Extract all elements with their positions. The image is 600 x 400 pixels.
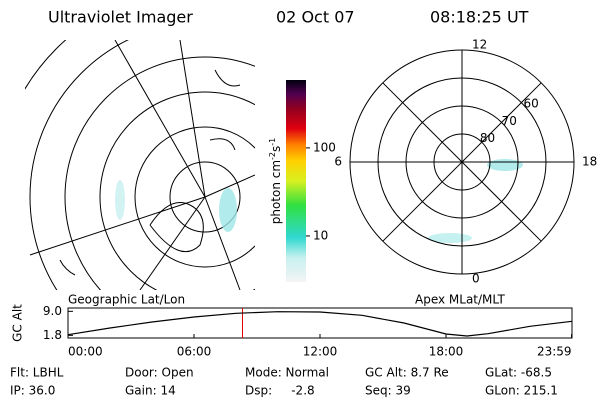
y-axis-label: GC Alt [11, 304, 25, 342]
status-field: Seq: 39 [365, 384, 411, 398]
colorbar-label: photon cm-2s-1 [268, 138, 283, 225]
date: 02 Oct 07 [276, 8, 355, 27]
y-tick-label: 9.0 [43, 304, 62, 318]
x-tick-label: 12:00 [303, 345, 338, 359]
right-map-label: Apex MLat/MLT [415, 293, 505, 307]
x-tick-label: 00:00 [68, 345, 103, 359]
lat-circle [433, 133, 491, 191]
status-field: Mode: Normal [245, 366, 329, 380]
colorbar-tick-label: 10 [313, 228, 328, 242]
mlt-label: 12 [472, 38, 487, 52]
status-field: GLon: 215.1 [485, 384, 558, 398]
x-tick-label: 23:59 [537, 345, 572, 359]
x-tick-label: 06:00 [177, 345, 212, 359]
lat-label: 80 [480, 131, 495, 145]
left-map [25, 40, 255, 290]
x-tick-label: 18:00 [429, 345, 464, 359]
status-field: IP: 36.0 [10, 384, 55, 398]
status-field: GC Alt: 8.7 Re [365, 366, 449, 380]
lat-circle [377, 77, 547, 247]
lat-label: 60 [524, 96, 539, 110]
time: 08:18:25 UT [430, 8, 529, 27]
mlt-line [382, 82, 542, 242]
status-field: GLat: -68.5 [485, 366, 552, 380]
status-field: Dsp: -2.8 [245, 384, 315, 398]
altitude-line [67, 311, 573, 337]
mlt-label: 0 [472, 272, 480, 286]
left-map-label: Geographic Lat/Lon [68, 293, 185, 307]
y-tick-label: 1.8 [43, 328, 62, 342]
title: Ultraviolet Imager [48, 8, 193, 27]
status-field: Gain: 14 [125, 384, 176, 398]
colorbar-tick-label: 100 [313, 140, 336, 154]
status-field: Door: Open [125, 366, 194, 380]
lat-circle [405, 105, 519, 219]
mlt-label: 18 [582, 155, 597, 169]
lat-label: 70 [502, 114, 517, 128]
colorbar [286, 80, 306, 282]
mlt-label: 6 [334, 155, 342, 169]
status-field: Flt: LBHL [10, 366, 64, 380]
